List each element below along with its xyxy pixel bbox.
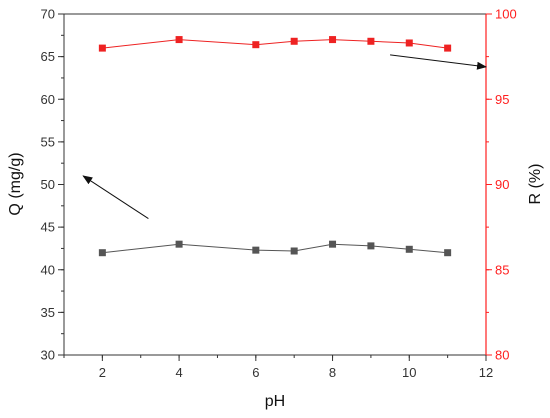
y-left-tick-label: 40 (41, 262, 55, 277)
x-tick-label: 12 (479, 365, 493, 380)
x-tick-label: 4 (175, 365, 182, 380)
y-right-tick-label: 80 (495, 348, 509, 363)
series-layer (98, 36, 452, 257)
x-tick-label: 8 (329, 365, 336, 380)
arrow-to-left-axis (82, 175, 149, 220)
x-axis-title: pH (265, 393, 285, 410)
series-r-point (329, 36, 337, 44)
series-q-point (252, 246, 260, 254)
x-tick-label: 2 (99, 365, 106, 380)
series-r-point (98, 44, 106, 52)
y-left-tick-label: 50 (41, 177, 55, 192)
x-tick-label: 6 (252, 365, 259, 380)
left-axis: 30 35 40 45 50 55 60 65 70 (41, 7, 64, 363)
x-tick-label: 10 (402, 365, 416, 380)
y-left-tick-label: 35 (41, 305, 55, 320)
right-axis: 80 85 90 95 100 (485, 7, 517, 363)
y-right-tick-label: 95 (495, 92, 509, 107)
plot-frame (63, 13, 487, 356)
y-axis-title-left: Q (mg/g) (7, 152, 24, 215)
series-q-point (405, 245, 413, 253)
series-r-point (252, 41, 260, 49)
series-r-point (367, 37, 375, 45)
series-r-line (102, 39, 448, 49)
y-right-tick-label: 90 (495, 177, 509, 192)
series-q-point (98, 249, 106, 257)
series-q-point (367, 242, 375, 250)
y-left-tick-label: 55 (41, 134, 55, 149)
series-q-line (102, 243, 448, 254)
y-left-tick-label: 30 (41, 348, 55, 363)
y-axis-title-right: R (%) (527, 164, 544, 205)
series-r-point (175, 36, 183, 44)
y-left-tick-label: 70 (41, 7, 55, 22)
series-q-point (444, 249, 452, 257)
series-q-point (175, 240, 183, 248)
annotation-layer (82, 54, 487, 220)
y-left-tick-label: 60 (41, 92, 55, 107)
y-right-tick-label: 85 (495, 262, 509, 277)
y-left-tick-label: 65 (41, 49, 55, 64)
arrow-to-right-axis (390, 54, 487, 70)
bottom-axis: 2 4 6 8 10 12 (63, 355, 493, 380)
y-left-tick-label: 45 (41, 220, 55, 235)
series-q-point (290, 247, 298, 255)
series-r-point (405, 39, 413, 47)
series-r-point (290, 37, 298, 45)
series-r-point (444, 44, 452, 52)
y-right-tick-label: 100 (495, 7, 517, 22)
series-q-point (329, 240, 337, 248)
